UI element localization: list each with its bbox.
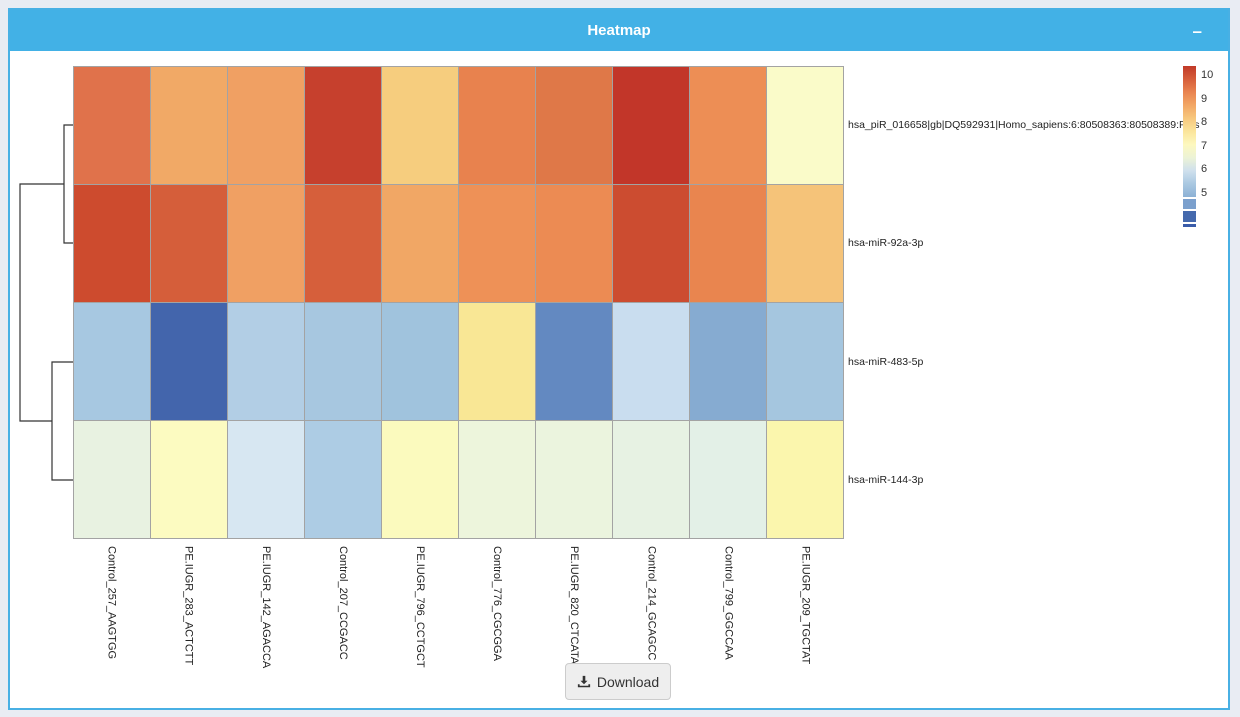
legend-ticks: 10 9 8 7 6 5 [1201,66,1231,216]
heatmap-cell[interactable] [536,421,612,538]
heatmap-cell[interactable] [767,421,843,538]
col-label: PE.IUGR_209_TGCTAT [799,546,812,665]
heatmap-cell[interactable] [228,421,304,538]
heatmap-cell[interactable] [74,185,150,302]
row-labels: hsa_piR_016658|gb|DQ592931|Homo_sapiens:… [848,66,1199,539]
heatmap-cell[interactable] [151,185,227,302]
heatmap-cell[interactable] [228,303,304,420]
heatmap-cell[interactable] [151,421,227,538]
heatmap-grid [73,66,844,539]
col-label: Control_776_CGCGGA [491,546,504,661]
heatmap-cell[interactable] [228,67,304,184]
legend-tick-label: 9 [1201,92,1208,105]
legend-tick-label: 5 [1201,186,1208,199]
legend-tick-label: 6 [1201,163,1208,175]
heatmap-cell[interactable] [305,303,381,420]
legend-gradient [1183,66,1196,197]
heatmap-cell[interactable] [305,185,381,302]
legend-tick-label: 7 [1201,139,1208,152]
col-label: Control_207_CCGACC [336,546,349,660]
heatmap-cell[interactable] [74,421,150,538]
heatmap-cell[interactable] [305,421,381,538]
heatmap-cell[interactable] [767,303,843,420]
row-dendrogram [19,124,73,481]
heatmap-cell[interactable] [228,185,304,302]
heatmap-cell[interactable] [690,185,766,302]
heatmap-cell[interactable] [74,67,150,184]
panel-header: Heatmap – [10,10,1228,51]
heatmap-cell[interactable] [151,303,227,420]
heatmap-cell[interactable] [767,185,843,302]
heatmap-cell[interactable] [459,421,535,538]
col-label: Control_214_GCAGCC [645,546,658,661]
legend-swatch [1183,199,1196,209]
legend-swatch [1183,211,1196,222]
heatmap-cell[interactable] [459,303,535,420]
download-button[interactable]: Download [565,663,671,700]
heatmap-cell[interactable] [613,67,689,184]
heatmap-cell[interactable] [382,67,458,184]
heatmap-cell[interactable] [767,67,843,184]
row-label: hsa-miR-144-3p [848,473,924,486]
color-legend: 10 9 8 7 6 5 [1183,66,1238,241]
heatmap-cell[interactable] [305,67,381,184]
heatmap-cell[interactable] [382,303,458,420]
legend-tick-label: 10 [1201,69,1214,81]
heatmap-cell[interactable] [690,421,766,538]
col-label: PE.IUGR_796_CCTGCT [413,546,426,668]
heatmap-cell[interactable] [613,303,689,420]
heatmap-cell[interactable] [690,67,766,184]
col-label: PE.IUGR_142_AGACCA [259,546,272,669]
col-label: PE.IUGR_820_CTCATA [568,546,581,665]
panel-title: Heatmap [587,22,651,39]
heatmap-cell[interactable] [151,67,227,184]
legend-end-line [1183,224,1196,227]
heatmap-panel: Heatmap – hsa_piR_016658|gb|DQ592931|Hom… [8,8,1230,710]
heatmap-cell[interactable] [459,185,535,302]
download-label: Download [596,673,660,690]
row-label: hsa-miR-483-5p [848,355,924,368]
panel-body: hsa_piR_016658|gb|DQ592931|Homo_sapiens:… [10,51,1228,708]
heatmap-cell[interactable] [613,185,689,302]
minimize-button[interactable]: – [1189,22,1206,39]
heatmap-cell[interactable] [382,421,458,538]
heatmap-cell[interactable] [74,303,150,420]
heatmap-cell[interactable] [613,421,689,538]
row-label: hsa-miR-92a-3p [848,237,924,250]
download-icon [577,675,591,689]
heatmap-cell[interactable] [690,303,766,420]
col-labels: Control_257_AAGTGG PE.IUGR_283_ACTCTT PE.I… [73,543,844,668]
heatmap-cell[interactable] [536,67,612,184]
legend-tick-label: 8 [1201,116,1208,128]
legend-swatches [1183,199,1196,227]
col-label: Control_257_AAGTGG [105,546,118,660]
heatmap-cell[interactable] [382,185,458,302]
heatmap-cell[interactable] [536,303,612,420]
col-label: PE.IUGR_283_ACTCTT [182,546,195,666]
heatmap-cell[interactable] [459,67,535,184]
col-label: Control_799_GGCCAA [722,546,735,660]
row-label: hsa_piR_016658|gb|DQ592931|Homo_sapiens:… [848,119,1200,132]
heatmap-cell[interactable] [536,185,612,302]
